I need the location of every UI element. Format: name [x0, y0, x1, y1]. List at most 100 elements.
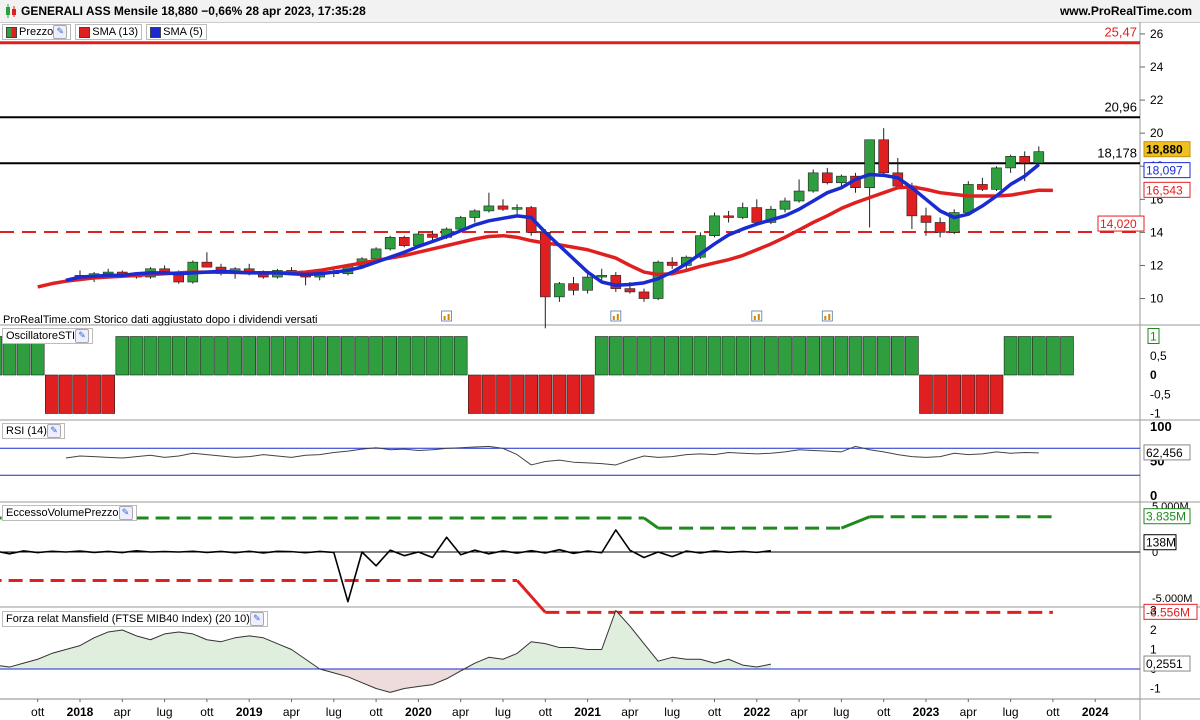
- sti-bar: [355, 336, 369, 376]
- sti-bar: [1032, 336, 1046, 376]
- eccesso-green-step: [643, 516, 659, 530]
- mansfield-legend[interactable]: Forza relat Mansfield (FTSE MIB40 Index)…: [2, 611, 268, 627]
- rsi-value-tag-box: [1143, 444, 1191, 461]
- candle-body: [751, 207, 763, 223]
- sti-bar: [411, 336, 426, 376]
- x-tick-label: 2021: [574, 705, 601, 719]
- hline-label-3: 14,020: [1100, 217, 1137, 231]
- x-tick-label: lug: [833, 705, 849, 719]
- eccesso-tag-1-box: [1143, 534, 1177, 551]
- sti-tick-label: -1: [1150, 407, 1161, 421]
- price-tag-2: 16,543: [1146, 183, 1183, 197]
- sti-bar: [524, 374, 539, 414]
- sti-bar: [157, 336, 172, 376]
- sti-bar: [778, 336, 792, 376]
- sti-bar: [651, 336, 665, 376]
- candle-body: [709, 215, 720, 236]
- sti-bar: [44, 374, 59, 414]
- x-tick-label: lug: [1003, 705, 1019, 719]
- brand-link[interactable]: www.ProRealTime.com: [1059, 4, 1192, 18]
- sti-bar: [186, 336, 200, 376]
- sti-tick-label: 0,5: [1150, 349, 1167, 363]
- candle-body: [836, 175, 847, 184]
- x-tick-label: 2024: [1082, 705, 1109, 719]
- sti-bar: [326, 336, 341, 376]
- sma5-legend[interactable]: SMA (5): [146, 24, 207, 40]
- candle-body: [1019, 156, 1031, 164]
- dividend-icon-bar: [753, 316, 756, 320]
- candle-body: [427, 233, 438, 238]
- sti-bar: [1003, 336, 1018, 376]
- candle-body: [568, 283, 579, 291]
- sti-bar: [0, 336, 3, 376]
- x-tick-label: apr: [114, 705, 131, 719]
- sti-legend[interactable]: OscillatoreSTI ✎: [2, 328, 94, 344]
- price-tick-label: 14: [1150, 225, 1164, 239]
- sti-bar: [143, 336, 158, 376]
- candle-body: [1033, 151, 1045, 164]
- price-legend[interactable]: Prezzo ✎: [2, 24, 72, 40]
- sti-bar: [538, 374, 553, 414]
- x-tick-label: lug: [326, 705, 342, 719]
- sti-bar: [989, 374, 1004, 414]
- eccesso-legend[interactable]: EccessoVolumePrezzo ✎: [2, 505, 137, 521]
- candle-body: [695, 235, 706, 258]
- chart-canvas[interactable]: 10121416182022242625,4720,9618,17814,020…: [0, 22, 1200, 720]
- sti-bar: [284, 336, 299, 376]
- sti-tick-label: -0,5: [1150, 387, 1171, 401]
- sti-bar: [890, 336, 905, 376]
- candle-body: [582, 276, 593, 291]
- candle-body: [624, 288, 636, 293]
- x-tick-label: apr: [283, 705, 300, 719]
- sti-bar: [369, 336, 383, 376]
- sti-bar: [425, 336, 440, 376]
- rsi-legend[interactable]: RSI (14) ✎: [2, 423, 65, 439]
- sti-bar: [312, 336, 327, 376]
- wrench-icon[interactable]: ✎: [53, 25, 68, 39]
- eccesso-line: [0, 529, 771, 603]
- rsi-legend-label: RSI (14): [6, 425, 47, 437]
- sti-bar: [834, 336, 849, 376]
- dividend-icon: [751, 310, 763, 322]
- price-tick-label: 26: [1150, 27, 1164, 41]
- wrench-icon[interactable]: ✎: [46, 424, 61, 438]
- sti-bar: [749, 336, 764, 376]
- eccesso-tick-label: -5.000M: [1152, 593, 1192, 605]
- x-tick-label: lug: [664, 705, 680, 719]
- x-tick-label: apr: [452, 705, 469, 719]
- sti-bar: [552, 374, 567, 414]
- sti-bar: [1017, 336, 1032, 376]
- sti-bar: [59, 374, 73, 414]
- x-tick-label: apr: [621, 705, 638, 719]
- x-tick-label: 2023: [913, 705, 940, 719]
- candle-body: [723, 215, 734, 218]
- candle-body: [554, 283, 565, 298]
- candlestick-icon: [6, 4, 16, 18]
- wrench-icon[interactable]: ✎: [249, 612, 264, 626]
- chart-title: GENERALI ASS Mensile 18,880 −0,66% 28 ap…: [21, 4, 366, 18]
- wrench-icon[interactable]: ✎: [75, 329, 90, 343]
- candle-body: [962, 184, 974, 213]
- x-tick-label: 2019: [236, 705, 263, 719]
- candle-body: [948, 212, 960, 233]
- sma13-legend[interactable]: SMA (13): [75, 24, 143, 40]
- wrench-icon[interactable]: ✎: [118, 506, 133, 520]
- sti-bar: [961, 374, 976, 414]
- rsi-line: [65, 445, 1039, 466]
- sti-bar: [467, 374, 482, 414]
- dividend-icon-bar: [616, 314, 619, 320]
- price-legend-bar: Prezzo ✎ SMA (13) SMA (5): [2, 24, 207, 40]
- sti-bar: [707, 336, 722, 376]
- price-tag-0: 18,880: [1146, 143, 1183, 157]
- sti-bar: [101, 374, 115, 414]
- candle-body: [793, 190, 805, 202]
- sma5-legend-label: SMA (5): [163, 26, 203, 38]
- mansfield-value-tag: 0,2551: [1146, 657, 1183, 671]
- candle-body: [455, 217, 467, 230]
- price-tick-label: 20: [1150, 126, 1164, 140]
- sti-bar: [496, 374, 510, 414]
- x-tick-label: ott: [31, 705, 45, 719]
- sti-bar: [792, 336, 806, 376]
- sti-bar: [806, 336, 821, 376]
- price-tick-label: 12: [1150, 258, 1164, 272]
